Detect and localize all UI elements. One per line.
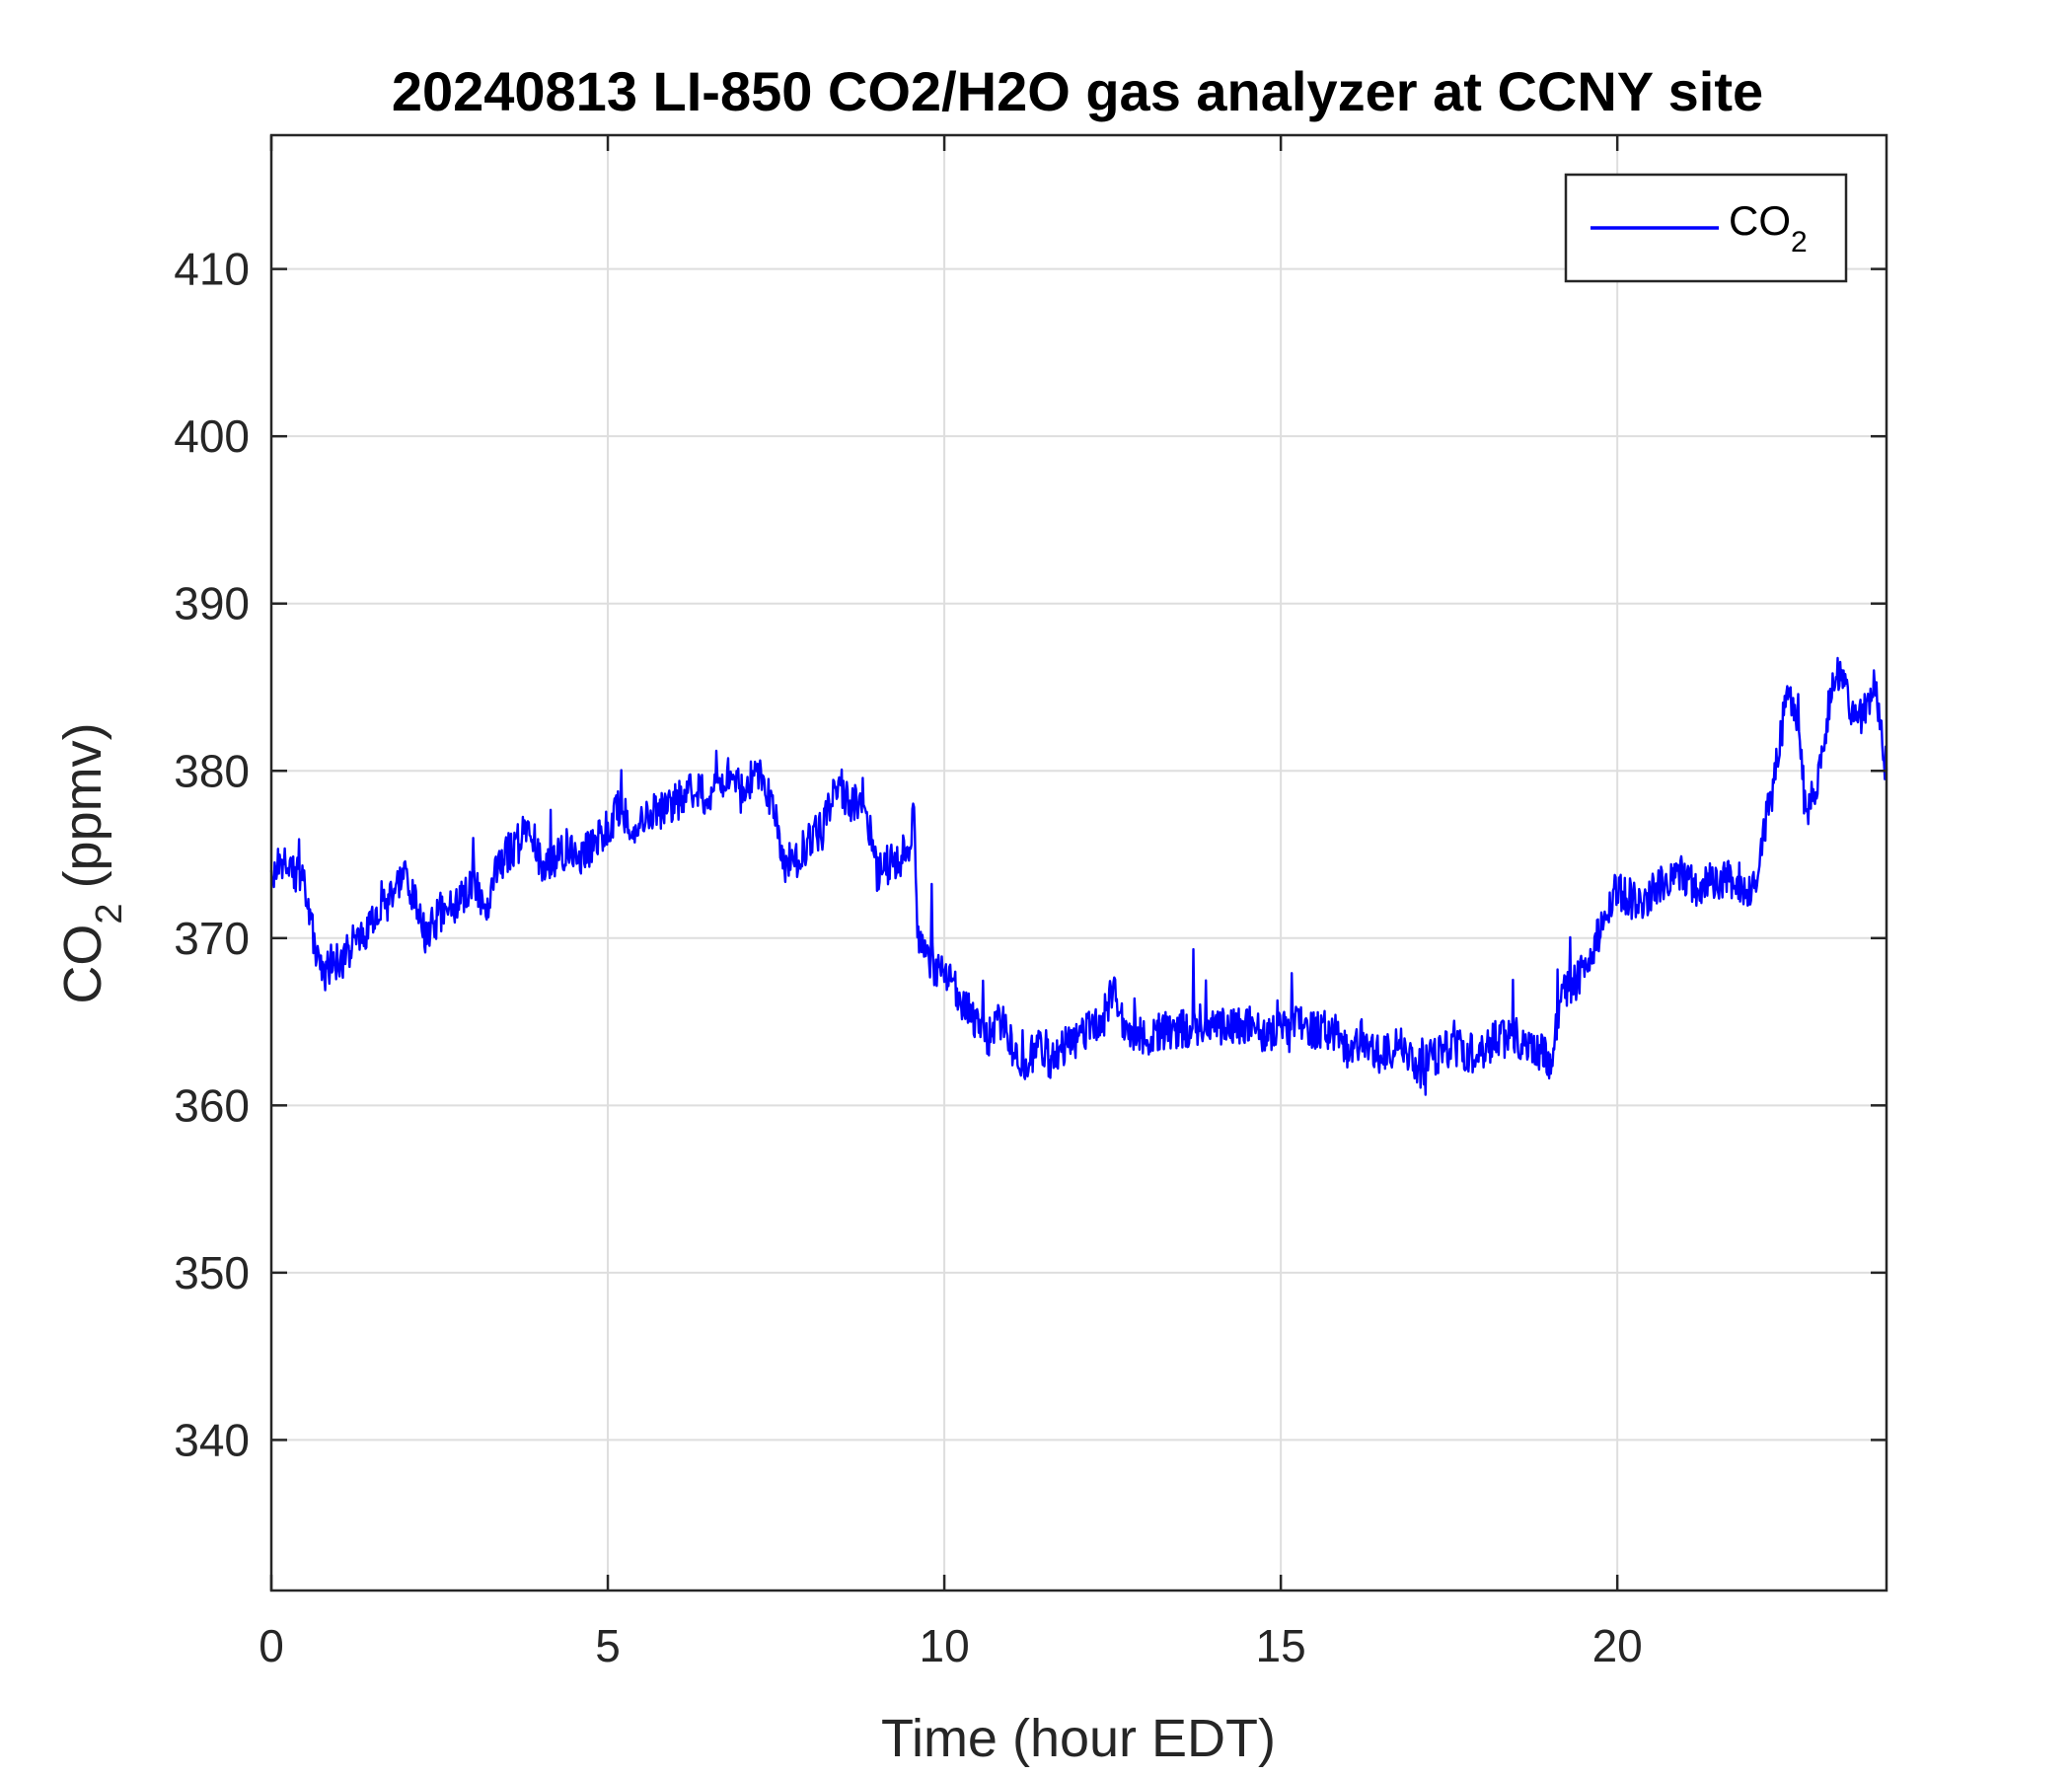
legend: CO2: [1564, 173, 1848, 283]
x-tick-label: 10: [919, 1620, 969, 1671]
y-tick-label: 410: [174, 244, 250, 295]
legend-label-co2: CO2: [1729, 197, 1808, 259]
x-tick-label: 20: [1592, 1620, 1643, 1671]
x-axis-label: Time (hour EDT): [881, 1709, 1276, 1768]
plot-frame: [269, 133, 1888, 1592]
legend-label-base: CO: [1729, 197, 1791, 244]
axis-ticks: [269, 135, 1887, 1591]
x-tick-label: 15: [1256, 1620, 1306, 1671]
y-tick-labels: 340 350 360 370 380 390 400 410: [174, 244, 250, 1466]
y-axis-label: CO2 (ppmv): [53, 722, 130, 1003]
x-tick-labels: 0 5 10 15 20: [259, 1620, 1643, 1671]
y-axis-label-base: CO: [53, 925, 112, 1004]
y-axis-label-unit: (ppmv): [53, 722, 112, 903]
co2-series-line: [269, 656, 1888, 1096]
y-tick-label: 360: [174, 1079, 250, 1131]
y-tick-label: 400: [174, 410, 250, 462]
y-tick-label: 380: [174, 745, 250, 796]
y-tick-label: 340: [174, 1414, 250, 1465]
x-tick-label: 0: [259, 1620, 284, 1671]
y-tick-label: 390: [174, 578, 250, 629]
y-tick-label: 350: [174, 1247, 250, 1298]
legend-label-subscript: 2: [1791, 226, 1808, 259]
x-tick-label: 5: [595, 1620, 621, 1671]
grid-lines: [270, 135, 1887, 1591]
y-axis-label-subscript: 2: [89, 903, 130, 924]
chart-title: 20240813 LI-850 CO2/H2O gas analyzer at …: [392, 60, 1763, 122]
series-layer: [269, 656, 1888, 1096]
y-tick-label: 370: [174, 913, 250, 964]
